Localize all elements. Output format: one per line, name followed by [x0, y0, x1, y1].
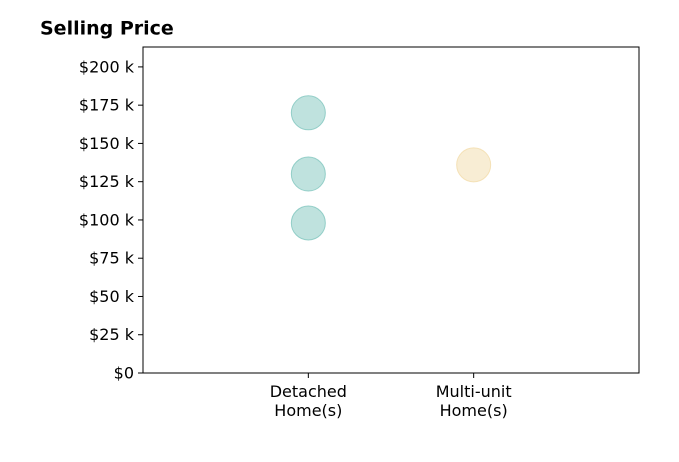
- y-tick-label: $200 k: [79, 57, 135, 76]
- y-tick-label: $25 k: [89, 325, 135, 344]
- x-tick-label: Detached Home(s): [269, 382, 347, 420]
- x-tick-label: Multi-unit Home(s): [435, 382, 512, 420]
- y-tick-label: $75 k: [89, 249, 135, 268]
- plot-frame: [142, 46, 640, 374]
- y-tick-label: $100 k: [79, 210, 135, 229]
- y-tick-label: $150 k: [79, 134, 135, 153]
- point: [290, 205, 326, 241]
- y-tick-label: $175 k: [79, 96, 135, 115]
- y-tick-label: $50 k: [89, 287, 135, 306]
- chart-title: Selling Price: [40, 18, 174, 40]
- point: [456, 147, 492, 183]
- y-tick-label: $125 k: [79, 172, 135, 191]
- y-tick-label: $0: [114, 364, 134, 383]
- point: [290, 95, 326, 131]
- point: [290, 156, 326, 192]
